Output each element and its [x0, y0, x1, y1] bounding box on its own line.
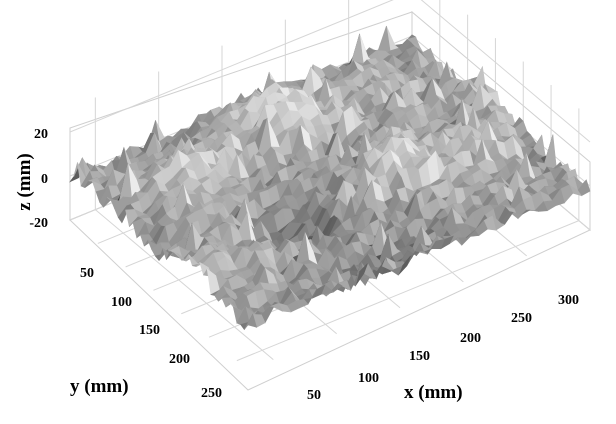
grid-line — [236, 220, 580, 362]
y-tick-label: 250 — [201, 386, 222, 401]
z-tick-label: -20 — [29, 216, 48, 231]
x-tick-label: 150 — [409, 349, 430, 364]
grid-line — [420, 0, 591, 143]
z-axis-ticks: 20 0 -20 — [29, 127, 48, 231]
surface-patch — [244, 313, 258, 330]
x-tick-label: 300 — [558, 293, 579, 308]
y-tick-label: 200 — [169, 352, 190, 367]
x-axis-ticks: 50 100 150 200 250 300 — [307, 293, 579, 403]
y-axis-title: y (mm) — [70, 376, 129, 397]
x-axis-title: x (mm) — [404, 382, 463, 403]
z-tick-label: 0 — [41, 172, 48, 187]
y-tick-label: 150 — [139, 323, 160, 338]
y-axis-ticks: 50 100 150 200 250 — [80, 266, 222, 401]
surface-mesh — [69, 25, 591, 331]
y-tick-label: 50 — [80, 266, 94, 281]
grid-line — [95, 209, 274, 361]
y-tick-label: 100 — [111, 295, 132, 310]
x-tick-label: 250 — [511, 311, 532, 326]
x-tick-label: 100 — [358, 371, 379, 386]
x-tick-label: 50 — [307, 388, 321, 403]
grid-line — [69, 0, 394, 133]
x-tick-label: 200 — [460, 331, 481, 346]
z-axis-title: z (mm) — [14, 153, 35, 211]
z-tick-label: 20 — [34, 127, 48, 142]
